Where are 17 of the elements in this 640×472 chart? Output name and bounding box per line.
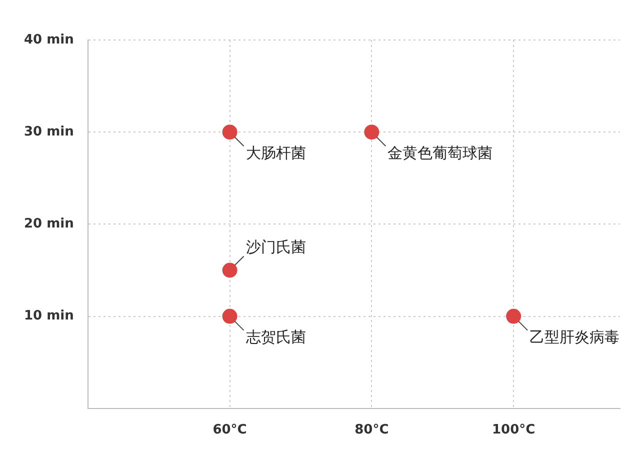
annotation: 志贺氏菌 [246, 328, 306, 346]
annotation: 大肠杆菌 [246, 144, 306, 162]
point [222, 124, 238, 140]
y-tick-label: 30 min [24, 124, 74, 140]
x-tick-label: 60°C [212, 422, 247, 438]
y-tick-label: 20 min [24, 216, 74, 232]
annotation: 沙门氏菌 [246, 238, 306, 256]
x-tick-label: 100°C [492, 422, 536, 438]
x-tick-label: 80°C [354, 422, 389, 438]
y-tick-label: 40 min [24, 32, 74, 48]
point [222, 308, 238, 324]
annotation: 金黄色葡萄球菌 [388, 144, 493, 162]
y-tick-label: 10 min [24, 308, 74, 324]
point [364, 124, 380, 140]
point [222, 262, 238, 278]
annotation: 乙型肝炎病毒 [530, 328, 620, 346]
point [506, 308, 522, 324]
